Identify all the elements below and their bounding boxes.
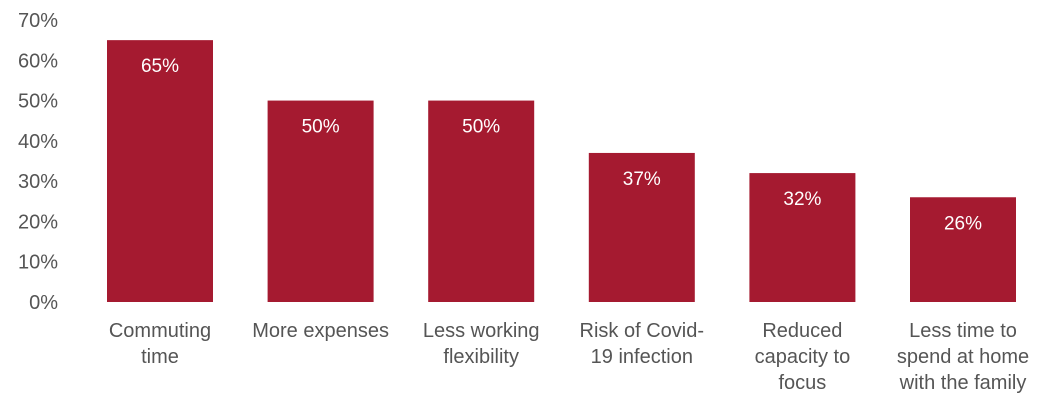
y-tick-label: 0%: [29, 292, 58, 314]
bar: [910, 197, 1016, 302]
y-tick-label: 60%: [18, 50, 58, 72]
x-tick-label: Reduced: [762, 320, 842, 342]
x-tick-label: 19 infection: [591, 346, 693, 368]
data-label: 37%: [623, 169, 661, 190]
y-tick-label: 30%: [18, 171, 58, 193]
x-tick-label: More expenses: [252, 320, 389, 342]
y-tick-label: 40%: [18, 131, 58, 153]
x-tick-label: with the family: [899, 372, 1027, 393]
x-tick-label: Less time to: [909, 320, 1017, 342]
x-tick-label: Risk of Covid-: [580, 320, 704, 342]
x-tick-label: spend at home: [897, 346, 1029, 368]
x-tick-label: time: [141, 346, 179, 368]
data-label: 32%: [783, 189, 821, 210]
x-axis: Commuting time More expenses Less working fl…: [109, 320, 1029, 393]
x-tick-label: focus: [778, 372, 826, 393]
bar: [267, 100, 374, 302]
y-axis: 0% 10% 20% 30% 40% 50% 60% 70%: [18, 10, 58, 314]
y-tick-label: 20%: [18, 211, 58, 233]
bar: [107, 40, 213, 303]
y-tick-label: 10%: [18, 252, 58, 274]
bars: 65% 50% 50% 37% 32% 26%: [107, 40, 1016, 303]
data-label: 50%: [462, 117, 500, 138]
x-tick-label: capacity to: [755, 346, 851, 368]
bar: [428, 100, 535, 302]
data-label: 26%: [944, 213, 982, 234]
bar: [749, 173, 856, 302]
x-tick-label: Commuting: [109, 320, 211, 342]
x-tick-label: flexibility: [443, 346, 519, 368]
y-tick-label: 70%: [18, 10, 58, 32]
data-label: 50%: [302, 117, 340, 138]
bar: [588, 152, 695, 302]
x-tick-label: Less working: [423, 320, 540, 342]
data-label: 65%: [141, 56, 179, 77]
y-tick-label: 50%: [18, 91, 58, 113]
